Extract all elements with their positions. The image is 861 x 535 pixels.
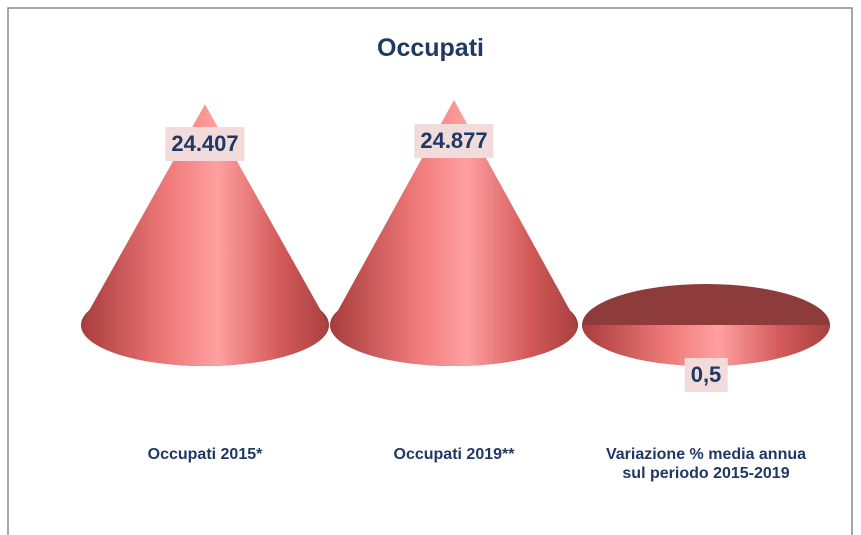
chart-title: Occupati <box>377 34 484 62</box>
frame <box>7 7 853 535</box>
category-label: Occupati 2015* <box>147 446 263 463</box>
cone <box>330 100 578 366</box>
cone <box>582 324 830 366</box>
value-label: 0,5 <box>684 358 728 392</box>
category-label: Occupati 2019** <box>393 446 515 463</box>
value-label: 24.407 <box>165 126 245 161</box>
value-label: 24.877 <box>414 123 494 158</box>
category-label: Variazione % media annua sul periodo 201… <box>605 446 807 482</box>
cone <box>81 104 329 366</box>
